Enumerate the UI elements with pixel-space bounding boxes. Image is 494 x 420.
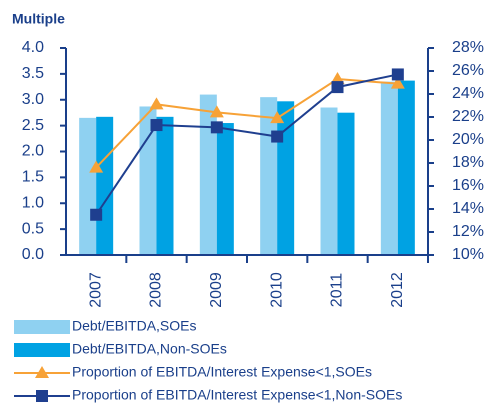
line — [95, 73, 399, 216]
bar — [199, 94, 217, 255]
bar — [380, 81, 398, 255]
legend-swatch — [14, 343, 70, 357]
bar — [79, 117, 97, 255]
y-tick-label: 0.5 — [22, 220, 44, 237]
legend-label: Proportion of EBITDA/Interest Expense<1,… — [72, 387, 402, 403]
triangle-marker — [209, 105, 224, 118]
x-tick-label: 2008 — [148, 272, 165, 308]
x-tick-label: 2009 — [208, 272, 225, 308]
y-tick-label: 2.0 — [22, 143, 44, 160]
y2-tick-label: 10% — [452, 246, 484, 263]
y2-tick-label: 14% — [452, 200, 484, 217]
line — [95, 78, 398, 169]
legend-swatch — [14, 320, 70, 334]
square-marker — [271, 130, 284, 143]
triangle-marker — [35, 366, 49, 378]
y2-tick-label: 20% — [452, 131, 484, 148]
y-tick-label: 2.5 — [22, 117, 44, 134]
y2-tick-label: 12% — [452, 223, 484, 240]
triangle-marker — [89, 160, 104, 173]
triangle-marker — [390, 76, 405, 89]
y2-tick-label: 28% — [452, 39, 484, 56]
square-marker — [90, 208, 103, 221]
y-tick-label: 4.0 — [22, 39, 44, 56]
y-tick-label: 1.5 — [22, 169, 44, 186]
y2-tick-label: 26% — [452, 62, 484, 79]
triangle-marker — [330, 72, 345, 85]
y-tick-label: 3.5 — [22, 65, 44, 82]
x-tick-label: 2011 — [329, 273, 346, 308]
x-tick-label: 2012 — [389, 272, 406, 308]
bar — [320, 107, 338, 255]
legend-label: Debt/EBITDA,SOEs — [72, 318, 196, 334]
legend-label: Debt/EBITDA,Non-SOEs — [72, 341, 227, 357]
y-tick-label: 0.0 — [22, 246, 44, 263]
y-tick-label: 1.0 — [22, 194, 44, 211]
legend-label: Proportion of EBITDA/Interest Expense<1,… — [72, 364, 372, 380]
chart-title: Multiple — [12, 11, 65, 27]
bar — [156, 116, 174, 255]
x-tick-label: 2010 — [268, 272, 285, 308]
x-tick-label: 2007 — [87, 272, 104, 308]
square-marker — [150, 119, 163, 132]
y2-tick-label: 16% — [452, 177, 484, 194]
triangle-marker — [149, 97, 164, 110]
triangle-marker — [270, 111, 285, 124]
bar — [337, 112, 355, 255]
y2-tick-label: 24% — [452, 85, 484, 102]
square-marker — [210, 121, 223, 134]
square-marker — [36, 390, 48, 402]
square-marker — [391, 68, 404, 81]
y2-tick-label: 22% — [452, 108, 484, 125]
y2-tick-label: 18% — [452, 154, 484, 171]
bar — [216, 123, 234, 255]
bar — [96, 116, 114, 255]
y-tick-label: 3.0 — [22, 91, 44, 108]
square-marker — [331, 81, 344, 94]
bar — [397, 80, 415, 255]
